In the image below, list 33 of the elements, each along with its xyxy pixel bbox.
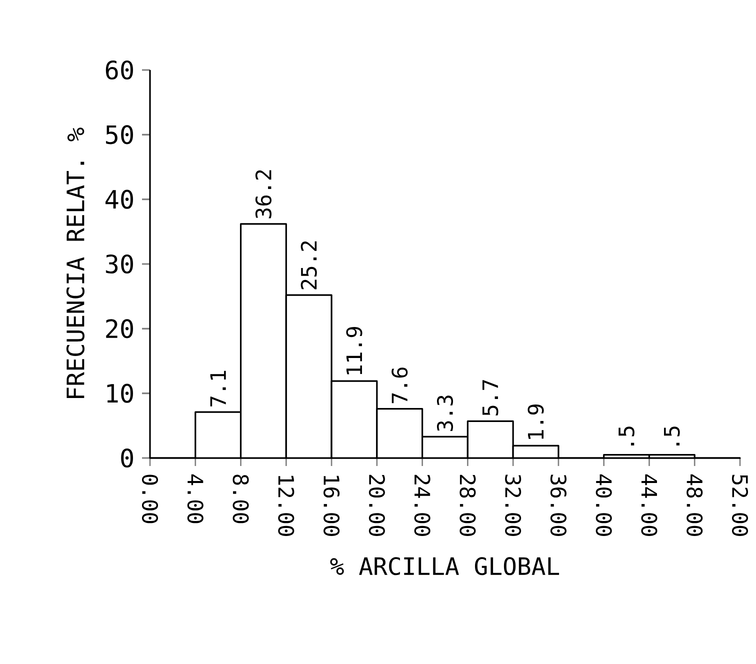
x-tick-label: 40.00 xyxy=(596,474,612,536)
x-tick-label: 12.00 xyxy=(278,476,294,536)
x-tick-label: 32.00 xyxy=(505,474,522,536)
x-tick-label: 0.00 xyxy=(142,474,158,524)
data-label: 25.2 xyxy=(300,241,317,290)
x-tick-label: 36.00 xyxy=(550,474,566,536)
x-tick-label: 48.00 xyxy=(686,474,703,536)
data-label: 7.1 xyxy=(210,370,226,406)
y-tick-label: 30 xyxy=(106,254,133,274)
y-axis-title: FRECUENCIA RELAT. % xyxy=(66,128,84,398)
x-tick-label: 28.00 xyxy=(460,474,476,536)
y-tick-label: 20 xyxy=(106,319,133,338)
data-label: 36.2 xyxy=(255,170,272,218)
y-tick-label: 40 xyxy=(106,190,133,209)
x-tick-label: 16.00 xyxy=(324,476,340,536)
x-tick-label: 20.00 xyxy=(368,474,385,536)
y-tick-label: 50 xyxy=(106,125,133,144)
x-tick-label: 8.00 xyxy=(232,474,249,524)
x-tick-label: 52.00 xyxy=(732,474,748,536)
y-tick-label: 10 xyxy=(107,384,133,403)
x-tick-label: 24.00 xyxy=(414,474,430,536)
data-label: .5 xyxy=(664,426,680,446)
x-tick-label: 44.00 xyxy=(641,474,658,536)
y-tick-label: 60 xyxy=(106,60,133,80)
data-label: 1.9 xyxy=(528,404,544,439)
data-label: 7.6 xyxy=(392,368,408,404)
data-label: 11.9 xyxy=(346,327,362,374)
y-tick-label: 0 xyxy=(121,448,133,468)
x-tick-label: 4.00 xyxy=(187,474,204,524)
x-axis-title: % ARCILLA GLOBAL xyxy=(330,557,560,576)
data-label: 5.7 xyxy=(482,380,498,416)
data-label: 3.3 xyxy=(436,396,454,431)
data-label: .5 xyxy=(618,426,634,446)
